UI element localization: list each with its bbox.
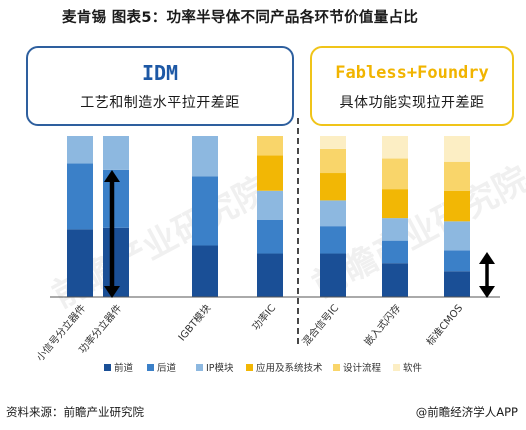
bar-segment — [257, 219, 283, 254]
x-tick-label: 标准CMOS — [424, 302, 465, 348]
gap-arrow-idm-head-up — [104, 170, 120, 182]
bar-segment — [320, 253, 346, 297]
fabless-callout-subtitle: 具体功能实现拉开差距 — [339, 95, 485, 111]
bar-segment — [444, 190, 470, 222]
legend-swatch — [196, 364, 203, 371]
idm-callout-subtitle: 工艺和制造水平拉开差距 — [80, 95, 240, 111]
legend-label: 应用及系统技术 — [256, 362, 323, 374]
fabless-callout-heading: Fabless+Foundry — [335, 63, 489, 83]
bar-segment — [257, 190, 283, 220]
fabless-callout-box: Fabless+Foundry 具体功能实现拉开差距 — [310, 46, 514, 126]
bar-segment — [67, 136, 93, 164]
bar-segment — [382, 263, 408, 297]
bar-segment — [103, 136, 129, 170]
bar-segment — [320, 148, 346, 174]
source-note: 资料来源：前瞻产业研究院 — [6, 405, 144, 419]
bar-segment — [67, 163, 93, 230]
legend-swatch — [393, 364, 400, 371]
legend-label: IP模块 — [206, 362, 234, 374]
legend-label: 后道 — [157, 362, 177, 374]
idm-callout-box: IDM 工艺和制造水平拉开差距 — [26, 46, 294, 126]
gap-arrow-idm-head-down — [104, 286, 120, 298]
x-tick-label: 功率IC — [249, 302, 278, 333]
bar-segment — [192, 176, 218, 246]
bar-segment — [444, 161, 470, 191]
legend-label: 设计流程 — [343, 362, 382, 374]
legend-swatch — [147, 364, 154, 371]
bar-segment — [192, 136, 218, 177]
legend-swatch — [333, 364, 340, 371]
gap-arrow-fabless-head-up — [479, 252, 495, 264]
idm-callout-heading: IDM — [141, 61, 179, 85]
legend-label: 前道 — [114, 362, 134, 374]
legend-label: 软件 — [403, 362, 423, 374]
bar-segment — [320, 136, 346, 149]
x-tick-label: 小信号分立器件 — [33, 302, 88, 364]
x-tick-label: 嵌入式闪存 — [361, 302, 403, 349]
bar-segment — [444, 221, 470, 251]
bar-segment — [382, 240, 408, 264]
bar-segment — [257, 253, 283, 297]
legend-swatch — [246, 364, 253, 371]
x-tick-label: IGBT模块 — [176, 302, 213, 343]
bar-segment — [192, 245, 218, 297]
brand-note: @前瞻经济学人APP — [415, 405, 518, 419]
bar-segment — [103, 227, 129, 297]
bar-segment — [382, 136, 408, 159]
bar-segment — [444, 250, 470, 272]
chart-title: 麦肯锡 图表5：功率半导体不同产品各环节价值量占比 — [62, 10, 419, 26]
bar-segment — [382, 158, 408, 190]
bar-segment — [67, 229, 93, 297]
legend-swatch — [104, 364, 111, 371]
bar-segment — [444, 271, 470, 297]
gap-arrow-fabless-head-down — [479, 286, 495, 298]
bar-segment — [257, 155, 283, 191]
bar-segment — [444, 136, 470, 162]
bar-segment — [320, 226, 346, 254]
bar-segment — [257, 136, 283, 156]
bar-segment — [320, 200, 346, 227]
bar-segment — [320, 173, 346, 201]
x-tick-label: 混合信号IC — [299, 302, 341, 349]
bar-segment — [382, 218, 408, 241]
bar-segment — [382, 189, 408, 219]
